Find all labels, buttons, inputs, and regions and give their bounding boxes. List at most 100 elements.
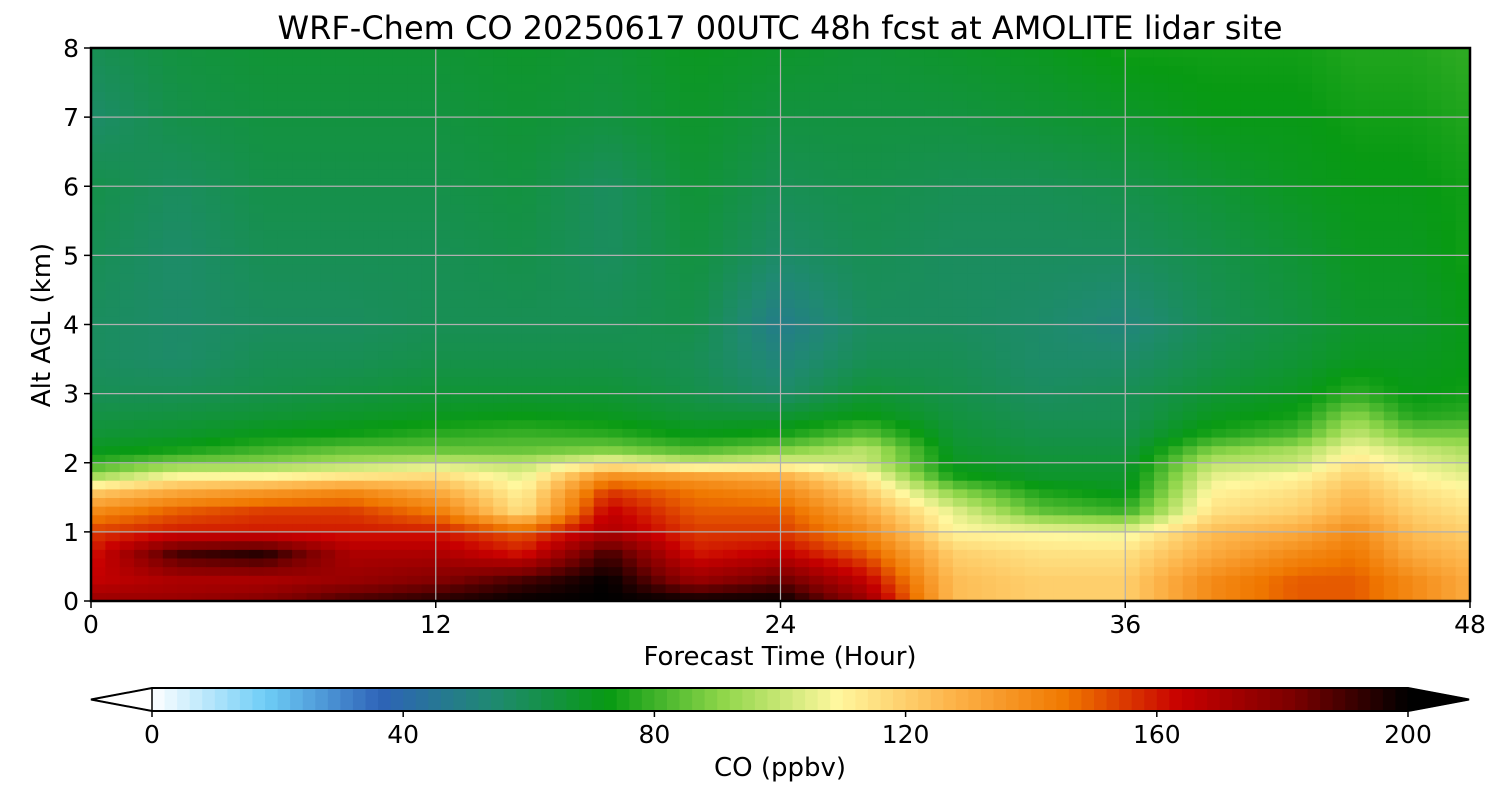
heatmap-cell <box>1125 246 1141 257</box>
heatmap-cell <box>665 575 681 585</box>
heatmap-cell <box>981 160 997 170</box>
heatmap-cell <box>665 445 681 455</box>
heatmap-cell <box>1412 436 1428 447</box>
heatmap-cell <box>737 523 753 533</box>
heatmap-cell <box>636 454 652 464</box>
heatmap-cell <box>866 255 882 265</box>
heatmap-cell <box>493 384 509 395</box>
heatmap-cell <box>91 298 107 308</box>
heatmap-cell <box>809 454 825 464</box>
heatmap-cell <box>1211 272 1227 282</box>
heatmap-cell <box>1139 471 1155 481</box>
heatmap-cell <box>148 497 164 507</box>
heatmap-cell <box>392 480 408 490</box>
heatmap-cell <box>1053 480 1069 490</box>
heatmap-cell <box>1326 393 1342 403</box>
heatmap-cell <box>134 523 150 533</box>
heatmap-cell <box>407 583 423 594</box>
heatmap-cell <box>435 341 451 352</box>
heatmap-cell <box>1197 454 1213 464</box>
heatmap-cell <box>809 462 825 473</box>
heatmap-cell <box>1455 471 1470 481</box>
heatmap-cell <box>1096 410 1112 421</box>
heatmap-cell <box>277 523 293 533</box>
heatmap-cell <box>924 480 940 490</box>
heatmap-cell <box>1254 238 1270 248</box>
heatmap-cell <box>1240 281 1256 291</box>
heatmap-cell <box>191 462 207 473</box>
heatmap-cell <box>148 220 164 231</box>
heatmap-cell <box>435 315 451 326</box>
heatmap-cell <box>938 367 954 378</box>
heatmap-cell <box>191 281 207 291</box>
heatmap-cell <box>579 480 595 490</box>
heatmap-cell <box>938 436 954 447</box>
heatmap-cell <box>1383 566 1399 576</box>
heatmap-cell <box>1010 324 1026 334</box>
heatmap-cell <box>177 583 193 594</box>
heatmap-cell <box>809 549 825 559</box>
heatmap-cell <box>1197 255 1213 265</box>
heatmap-cell <box>694 186 710 196</box>
heatmap-cell <box>866 592 882 601</box>
heatmap-cell <box>105 540 121 550</box>
heatmap-cell <box>450 410 466 421</box>
heatmap-cell <box>349 298 365 308</box>
heatmap-cell <box>148 410 164 421</box>
heatmap-cell <box>1110 514 1126 524</box>
heatmap-cell <box>1139 359 1155 369</box>
heatmap-cell <box>521 168 537 179</box>
heatmap-cell <box>794 410 810 421</box>
heatmap-cell <box>1096 272 1112 282</box>
heatmap-cell <box>679 393 696 403</box>
heatmap-cell <box>1024 436 1040 447</box>
heatmap-cell <box>263 480 279 490</box>
heatmap-cell <box>119 177 135 187</box>
heatmap-cell <box>723 220 739 231</box>
heatmap-cell <box>249 376 265 386</box>
heatmap-cell <box>593 246 609 257</box>
heatmap-cell <box>407 445 423 455</box>
heatmap-cell <box>694 255 710 265</box>
heatmap-cell <box>751 480 767 490</box>
heatmap-cell <box>1441 220 1457 231</box>
heatmap-cell <box>205 333 221 343</box>
heatmap-cell <box>766 315 782 326</box>
heatmap-cell <box>335 203 351 213</box>
heatmap-cell <box>794 367 810 378</box>
heatmap-cell <box>608 419 624 429</box>
heatmap-cell <box>1139 393 1155 403</box>
heatmap-cell <box>1225 428 1241 438</box>
heatmap-cell <box>679 402 696 412</box>
heatmap-cell <box>1125 194 1141 205</box>
heatmap-cell <box>1297 410 1313 421</box>
heatmap-cell <box>550 488 566 499</box>
heatmap-cell <box>162 592 178 601</box>
heatmap-cell <box>1297 272 1313 282</box>
heatmap-cell <box>636 488 652 499</box>
heatmap-cell <box>1297 177 1313 187</box>
heatmap-cell <box>909 557 925 568</box>
heatmap-cell <box>694 168 710 179</box>
heatmap-cell <box>1268 471 1284 481</box>
heatmap-cell <box>981 315 997 326</box>
heatmap-cell <box>579 402 595 412</box>
heatmap-cell <box>1125 540 1141 550</box>
heatmap-cell <box>105 289 121 300</box>
heatmap-cell <box>378 186 394 196</box>
heatmap-cell <box>1268 497 1284 507</box>
heatmap-cell <box>708 307 724 317</box>
heatmap-cell <box>593 168 609 179</box>
heatmap-cell <box>780 402 796 412</box>
heatmap-cell <box>866 194 882 205</box>
heatmap-cell <box>622 203 638 213</box>
heatmap-cell <box>435 488 451 499</box>
heatmap-cell <box>1082 324 1098 334</box>
heatmap-cell <box>1369 272 1385 282</box>
heatmap-cell <box>306 212 322 222</box>
heatmap-cell <box>593 160 609 170</box>
heatmap-cell <box>1441 229 1457 239</box>
heatmap-cell <box>1283 264 1299 274</box>
heatmap-cell <box>1268 298 1284 308</box>
